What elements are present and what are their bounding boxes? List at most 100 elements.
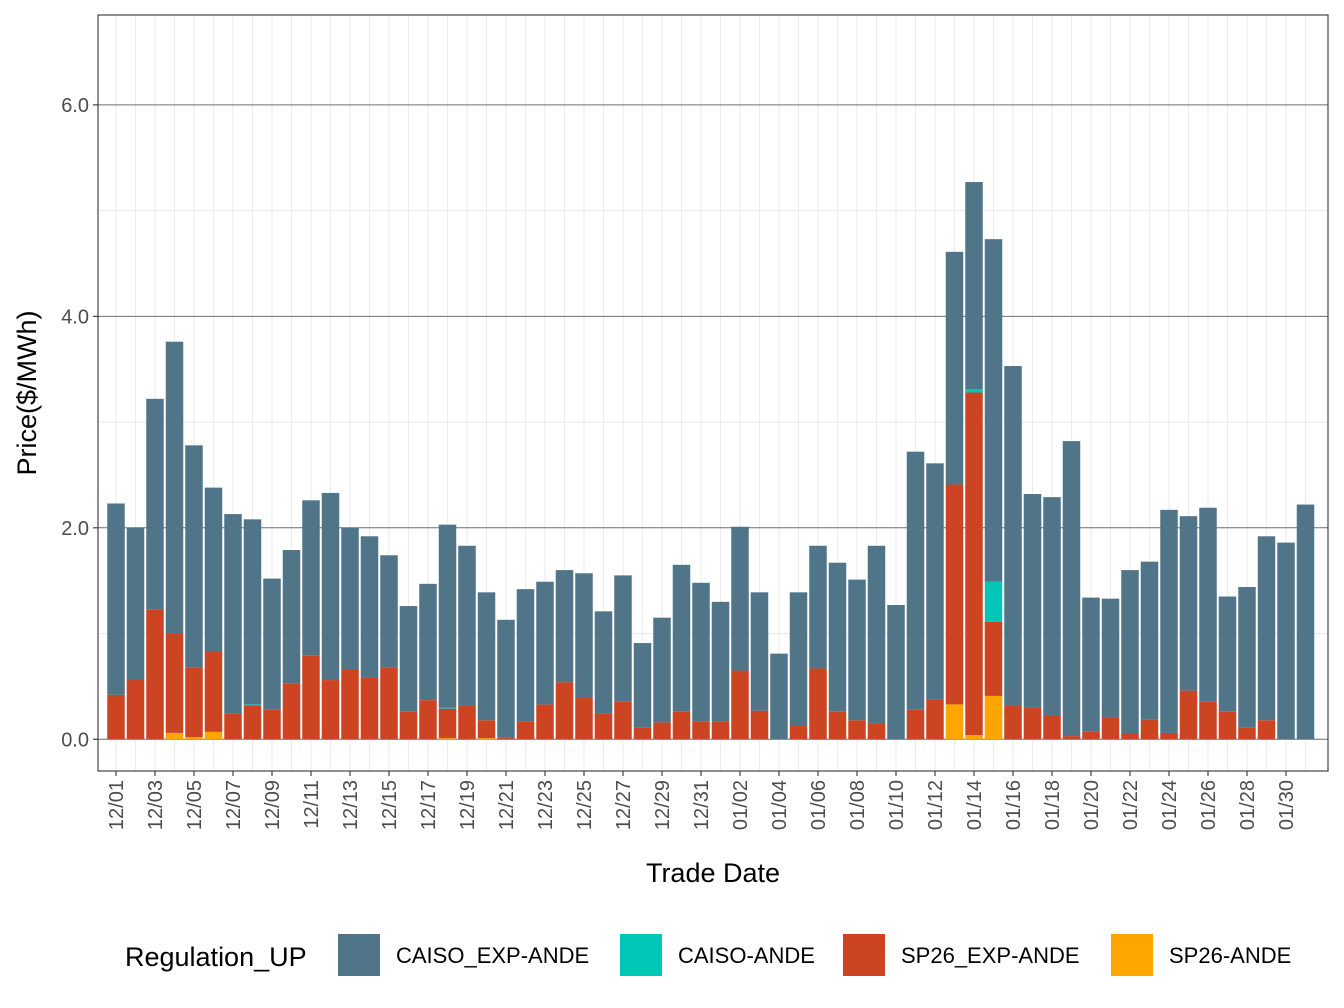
x-tick-label: 12/15 [379, 780, 401, 830]
bar-caiso-exp-ande-01-20 [1082, 597, 1100, 732]
x-tick-label: 12/09 [262, 780, 284, 830]
x-tick-label: 01/12 [925, 780, 947, 830]
bar-caiso-exp-ande-12-03 [146, 398, 164, 610]
bar-sp26-ande-12-04 [165, 732, 184, 740]
y-axis: 0.0 2.0 4.0 6.0 [61, 95, 98, 751]
legend: Regulation_UP CAISO_EXP-ANDE CAISO-ANDE SP… [125, 934, 1291, 976]
x-tick-label: 01/14 [964, 780, 986, 830]
bar-caiso-exp-ande-01-19 [1062, 441, 1081, 737]
x-axis-title: Trade Date [646, 858, 780, 888]
bar-caiso-exp-ande-12-31 [692, 582, 710, 722]
plot-panel-border [97, 14, 1329, 772]
bar-sp26-exp-ande-12-26 [594, 713, 613, 740]
bar-sp26-exp-ande-01-07 [828, 711, 847, 740]
bar-sp26-exp-ande-12-29 [653, 722, 671, 740]
bar-caiso-exp-ande-12-15 [380, 555, 398, 668]
bar-caiso-exp-ande-01-29 [1257, 536, 1276, 721]
bar-sp26-exp-ande-01-13 [945, 484, 964, 705]
y-tick-label: 6.0 [61, 95, 89, 117]
x-tick-label: 01/06 [808, 780, 830, 830]
bar-caiso-exp-ande-01-27 [1218, 596, 1237, 712]
bar-sp26-exp-ande-01-23 [1140, 719, 1159, 740]
bar-sp26-exp-ande-01-17 [1023, 707, 1042, 740]
legend-label-sp26-exp-ande: SP26_EXP-ANDE [901, 943, 1080, 968]
bar-sp26-exp-ande-12-18 [438, 708, 457, 739]
bar-sp26-exp-ande-12-22 [516, 721, 535, 740]
bar-caiso-exp-ande-12-16 [399, 606, 418, 712]
bar-caiso-ande-01-14 [965, 389, 983, 393]
bar-sp26-exp-ande-12-11 [302, 655, 320, 740]
bar-caiso-exp-ande-01-16 [1004, 366, 1022, 706]
x-tick-label: 01/30 [1276, 780, 1298, 830]
bar-sp26-exp-ande-01-22 [1121, 733, 1139, 740]
x-tick-label: 01/22 [1120, 780, 1142, 830]
x-tick-label: 01/10 [886, 780, 908, 830]
bar-caiso-exp-ande-12-26 [594, 611, 613, 714]
bar-caiso-exp-ande-12-19 [458, 545, 476, 706]
bar-sp26-exp-ande-01-19 [1062, 736, 1081, 740]
bar-caiso-exp-ande-01-24 [1160, 509, 1178, 733]
bar-caiso-exp-ande-12-06 [204, 487, 223, 652]
x-tick-label: 01/08 [847, 780, 869, 830]
bar-sp26-exp-ande-12-23 [536, 704, 554, 740]
legend-key-caiso-ande [620, 934, 662, 976]
x-tick-label: 01/16 [1003, 780, 1025, 830]
bar-sp26-exp-ande-01-25 [1179, 690, 1198, 740]
bar-sp26-exp-ande-12-09 [263, 709, 281, 740]
x-tick-label: 12/21 [496, 780, 518, 830]
x-tick-label: 12/17 [418, 780, 440, 830]
bar-sp26-exp-ande-12-16 [399, 711, 418, 740]
legend-key-caiso-exp-ande [338, 934, 380, 976]
bar-caiso-exp-ande-01-25 [1179, 516, 1198, 691]
bar-sp26-exp-ande-12-15 [380, 667, 398, 740]
bar-caiso-exp-ande-01-18 [1043, 497, 1061, 715]
bar-caiso-exp-ande-01-07 [828, 562, 847, 712]
bar-sp26-exp-ande-12-07 [224, 713, 242, 740]
bar-caiso-exp-ande-01-21 [1101, 598, 1120, 718]
bar-caiso-exp-ande-01-02 [731, 526, 749, 671]
legend-key-sp26-ande [1111, 934, 1153, 976]
bar-caiso-exp-ande-12-30 [672, 564, 691, 712]
bar-sp26-exp-ande-12-04 [165, 633, 184, 733]
x-tick-label: 01/20 [1081, 780, 1103, 830]
legend-label-caiso-ande: CAISO-ANDE [678, 943, 815, 968]
bar-sp26-exp-ande-12-17 [419, 700, 437, 740]
bar-sp26-exp-ande-01-03 [750, 710, 769, 740]
bar-sp26-exp-ande-01-05 [789, 725, 808, 740]
bar-sp26-ande-01-14 [965, 735, 983, 740]
bar-sp26-exp-ande-01-18 [1043, 714, 1061, 740]
bar-sp26-exp-ande-01-24 [1160, 732, 1178, 740]
legend-key-sp26-exp-ande [843, 934, 885, 976]
bar-sp26-ande-01-13 [945, 704, 964, 740]
bar-caiso-exp-ande-01-14 [965, 182, 983, 390]
bar-sp26-exp-ande-01-09 [867, 723, 886, 740]
bar-caiso-exp-ande-01-13 [945, 251, 964, 485]
legend-title: Regulation_UP [125, 942, 307, 972]
bar-caiso-ande-01-15 [984, 581, 1003, 622]
y-tick-label: 0.0 [61, 729, 89, 751]
bar-sp26-exp-ande-12-13 [341, 669, 359, 740]
bar-caiso-exp-ande-01-23 [1140, 561, 1159, 720]
bars [107, 182, 1315, 740]
bar-sp26-ande-12-20 [477, 738, 496, 740]
bar-caiso-exp-ande-12-20 [477, 592, 496, 721]
bar-sp26-exp-ande-01-20 [1082, 731, 1100, 740]
bar-sp26-exp-ande-12-27 [614, 701, 632, 740]
bar-sp26-exp-ande-01-28 [1238, 727, 1256, 740]
bar-caiso-exp-ande-12-28 [633, 643, 652, 728]
x-tick-label: 01/18 [1042, 780, 1064, 830]
bar-caiso-exp-ande-12-24 [555, 570, 574, 683]
x-tick-label: 12/13 [340, 780, 362, 830]
bar-caiso-exp-ande-01-04 [770, 653, 788, 740]
legend-label-sp26-ande: SP26-ANDE [1169, 943, 1291, 968]
bar-sp26-exp-ande-01-27 [1218, 711, 1237, 740]
bar-caiso-exp-ande-12-05 [185, 445, 203, 668]
bar-sp26-ande-12-05 [185, 737, 203, 740]
bar-sp26-exp-ande-12-14 [360, 677, 379, 740]
bar-caiso-exp-ande-12-13 [341, 527, 359, 670]
x-tick-label: 12/05 [184, 780, 206, 830]
bar-caiso-exp-ande-01-17 [1023, 493, 1042, 708]
bar-caiso-exp-ande-12-18 [438, 524, 457, 708]
bar-caiso-ande-12-18 [438, 707, 457, 709]
